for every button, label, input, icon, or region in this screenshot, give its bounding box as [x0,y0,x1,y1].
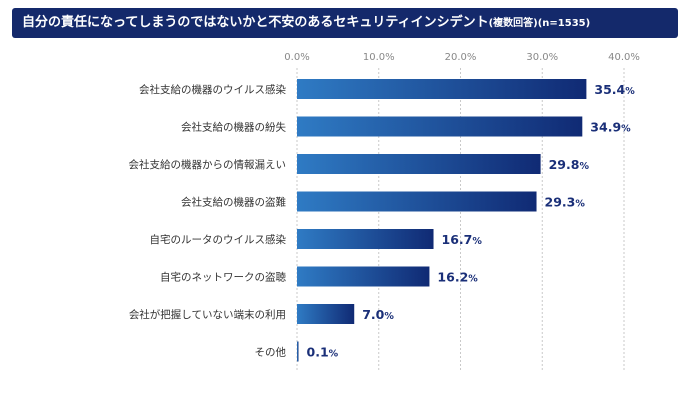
value-label: 34.9% [590,120,631,135]
category-label: 会社支給の機器の紛失 [181,121,286,134]
value-number: 35.4 [594,82,625,97]
category-label: 会社支給の機器のウイルス感染 [139,83,286,96]
value-label: 16.7% [442,232,483,247]
bar [297,116,583,137]
value-unit: % [625,86,635,97]
chart-title-bar: 自分の責任になってしまうのではないかと不安のあるセキュリティインシデント(複数回… [12,8,678,38]
value-label: 7.0% [362,307,394,322]
bar [297,304,355,324]
category-label: 会社が把握していない端末の利用 [129,308,286,321]
x-tick-label: 20.0% [445,52,477,63]
chart-subtitle: (複数回答)(n=1535) [488,18,591,29]
value-labels: 35.4%34.9%29.8%29.3%16.7%16.2%7.0%0.1% [307,82,636,360]
bar [297,154,541,174]
grid-lines [296,68,625,372]
value-unit: % [384,311,394,322]
category-label: その他 [255,346,287,359]
bar [297,341,299,362]
value-number: 0.1 [307,345,329,360]
value-unit: % [329,349,339,360]
value-number: 7.0 [362,307,384,322]
value-label: 16.2% [437,270,478,285]
x-tick-label: 0.0% [284,52,309,63]
category-label: 自宅のネットワークの盗聴 [160,271,286,284]
value-label: 29.8% [549,157,590,172]
x-tick-label: 40.0% [608,52,640,63]
value-label: 0.1% [307,345,339,360]
value-label: 35.4% [594,82,635,97]
bar [297,191,537,212]
value-unit: % [579,161,589,172]
value-number: 16.7 [442,232,473,247]
value-unit: % [468,274,478,285]
bars [297,79,587,362]
bar [297,229,434,249]
value-number: 29.3 [545,195,576,210]
category-label: 会社支給の機器からの情報漏えい [129,158,287,171]
x-axis-ticks: 0.0% 10.0% 20.0% 30.0% 40.0% [284,52,640,63]
bar [297,266,430,287]
value-number: 16.2 [437,270,468,285]
x-tick-label: 10.0% [363,52,395,63]
value-number: 29.8 [549,157,580,172]
chart-title-text: 自分の責任になってしまうのではないかと不安のあるセキュリティインシデント [22,15,489,30]
category-labels: 会社支給の機器のウイルス感染会社支給の機器の紛失会社支給の機器からの情報漏えい会… [129,83,287,359]
value-number: 34.9 [590,120,621,135]
category-label: 会社支給の機器の盗難 [181,196,286,209]
x-tick-label: 30.0% [526,52,558,63]
value-unit: % [472,236,482,247]
bar [297,79,587,99]
chart-title: 自分の責任になってしまうのではないかと不安のあるセキュリティインシデント(複数回… [22,8,590,39]
category-label: 自宅のルータのウイルス感染 [150,233,287,246]
value-unit: % [621,124,631,135]
value-unit: % [575,199,585,210]
value-label: 29.3% [545,195,586,210]
